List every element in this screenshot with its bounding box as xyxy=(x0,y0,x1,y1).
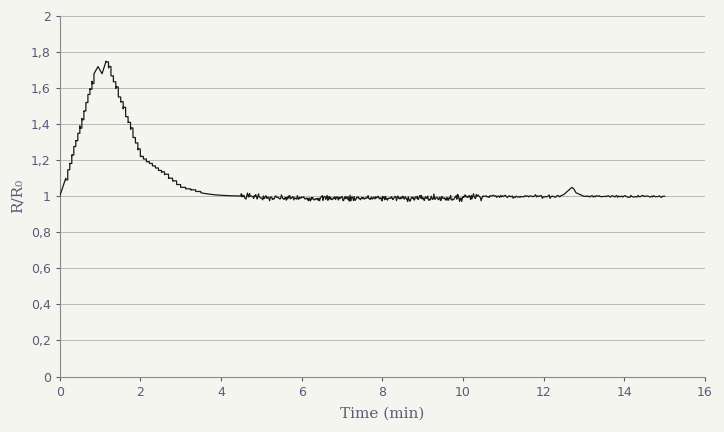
X-axis label: Time (min): Time (min) xyxy=(340,407,424,421)
Y-axis label: R/R₀: R/R₀ xyxy=(11,179,25,213)
